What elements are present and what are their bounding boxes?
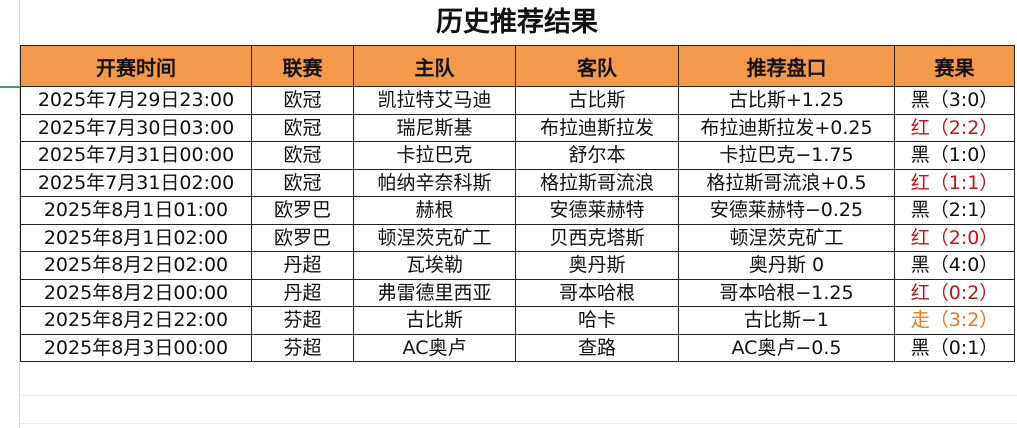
cell-time[interactable]: 2025年8月1日02:00 bbox=[20, 223, 252, 252]
cell-pick[interactable]: 安德莱赫特−0.25 bbox=[678, 196, 895, 225]
cell-time[interactable]: 2025年8月3日00:00 bbox=[20, 333, 252, 362]
cell-time[interactable]: 2025年8月2日00:00 bbox=[20, 278, 252, 307]
table-row: 2025年8月1日01:00 欧罗巴 赫根 安德莱赫特 安德莱赫特−0.25 黑（2:1） bbox=[20, 196, 1015, 225]
cell-away[interactable]: 古比斯 bbox=[515, 86, 679, 115]
cell-result[interactable]: 黑（3:0） bbox=[894, 86, 1015, 115]
table-header-row: 开赛时间 联赛 主队 客队 推荐盘口 赛果 bbox=[20, 45, 1015, 87]
cell-time[interactable]: 2025年7月29日23:00 bbox=[20, 86, 252, 115]
cell-league[interactable]: 丹超 bbox=[251, 251, 354, 280]
cell-home[interactable]: 卡拉巴克 bbox=[353, 141, 516, 170]
cell-home[interactable]: 帕纳辛奈科斯 bbox=[353, 168, 516, 197]
table-row: 2025年7月29日23:00 欧冠 凯拉特艾马迪 古比斯 古比斯+1.25 黑（3:0） bbox=[20, 86, 1015, 115]
cell-time[interactable]: 2025年7月31日02:00 bbox=[20, 168, 252, 197]
cell-result[interactable]: 红（1:1） bbox=[894, 168, 1015, 197]
cell-away[interactable]: 安德莱赫特 bbox=[515, 196, 679, 225]
cell-pick[interactable]: 卡拉巴克−1.75 bbox=[678, 141, 895, 170]
results-table: 开赛时间 联赛 主队 客队 推荐盘口 赛果 2025年7月29日23:00 欧冠 凯拉特艾马迪… bbox=[20, 45, 1015, 362]
col-header-time[interactable]: 开赛时间 bbox=[20, 45, 252, 87]
cell-away[interactable]: 查路 bbox=[515, 333, 679, 362]
cell-away[interactable]: 奥丹斯 bbox=[515, 251, 679, 280]
cell-home[interactable]: 赫根 bbox=[353, 196, 516, 225]
cell-result[interactable]: 黑（1:0） bbox=[894, 141, 1015, 170]
cell-time[interactable]: 2025年7月31日00:00 bbox=[20, 141, 252, 170]
col-header-away[interactable]: 客队 bbox=[515, 45, 679, 87]
cell-home[interactable]: 弗雷德里西亚 bbox=[353, 278, 516, 307]
table-row: 2025年8月1日02:00 欧罗巴 顿涅茨克矿工 贝西克塔斯 顿涅茨克矿工 红（2:0） bbox=[20, 223, 1015, 252]
cell-away[interactable]: 格拉斯哥流浪 bbox=[515, 168, 679, 197]
cell-home[interactable]: AC奥卢 bbox=[353, 333, 516, 362]
col-header-home[interactable]: 主队 bbox=[353, 45, 516, 87]
cell-league[interactable]: 芬超 bbox=[251, 333, 354, 362]
cell-home[interactable]: 顿涅茨克矿工 bbox=[353, 223, 516, 252]
cell-result[interactable]: 黑（2:1） bbox=[894, 196, 1015, 225]
col-header-league[interactable]: 联赛 bbox=[251, 45, 354, 87]
cell-pick[interactable]: AC奥卢−0.5 bbox=[678, 333, 895, 362]
cell-away[interactable]: 布拉迪斯拉发 bbox=[515, 113, 679, 142]
table-row: 2025年8月2日00:00 丹超 弗雷德里西亚 哥本哈根 哥本哈根−1.25 红（0:2… bbox=[20, 278, 1015, 307]
cell-league[interactable]: 丹超 bbox=[251, 278, 354, 307]
cell-result[interactable]: 黑（0:1） bbox=[894, 333, 1015, 362]
col-header-result[interactable]: 赛果 bbox=[894, 45, 1015, 87]
cell-result[interactable]: 红（0:2） bbox=[894, 278, 1015, 307]
cell-home[interactable]: 瓦埃勒 bbox=[353, 251, 516, 280]
cell-pick[interactable]: 顿涅茨克矿工 bbox=[678, 223, 895, 252]
cell-league[interactable]: 欧罗巴 bbox=[251, 196, 354, 225]
selected-row-indicator bbox=[0, 86, 20, 88]
cell-league[interactable]: 芬超 bbox=[251, 306, 354, 335]
col-header-pick[interactable]: 推荐盘口 bbox=[678, 45, 895, 87]
cell-time[interactable]: 2025年8月2日22:00 bbox=[20, 306, 252, 335]
cell-home[interactable]: 凯拉特艾马迪 bbox=[353, 86, 516, 115]
cell-league[interactable]: 欧冠 bbox=[251, 168, 354, 197]
cell-league[interactable]: 欧冠 bbox=[251, 141, 354, 170]
table-row: 2025年8月2日02:00 丹超 瓦埃勒 奥丹斯 奥丹斯 0 黑（4:0） bbox=[20, 251, 1015, 280]
cell-time[interactable]: 2025年8月1日01:00 bbox=[20, 196, 252, 225]
cell-pick[interactable]: 奥丹斯 0 bbox=[678, 251, 895, 280]
table-row: 2025年8月3日00:00 芬超 AC奥卢 查路 AC奥卢−0.5 黑（0:1） bbox=[20, 333, 1015, 362]
cell-result[interactable]: 红（2:0） bbox=[894, 223, 1015, 252]
cell-league[interactable]: 欧冠 bbox=[251, 86, 354, 115]
cell-home[interactable]: 瑞尼斯基 bbox=[353, 113, 516, 142]
cell-league[interactable]: 欧罗巴 bbox=[251, 223, 354, 252]
cell-pick[interactable]: 古比斯+1.25 bbox=[678, 86, 895, 115]
cell-league[interactable]: 欧冠 bbox=[251, 113, 354, 142]
cell-time[interactable]: 2025年7月30日03:00 bbox=[20, 113, 252, 142]
cell-pick[interactable]: 哥本哈根−1.25 bbox=[678, 278, 895, 307]
cell-pick[interactable]: 布拉迪斯拉发+0.25 bbox=[678, 113, 895, 142]
page-title: 历史推荐结果 bbox=[436, 7, 598, 38]
cell-time[interactable]: 2025年8月2日02:00 bbox=[20, 251, 252, 280]
cell-result[interactable]: 走（3:2） bbox=[894, 306, 1015, 335]
row-header-gutter bbox=[19, 0, 20, 428]
cell-home[interactable]: 古比斯 bbox=[353, 306, 516, 335]
grid-line bbox=[20, 423, 1017, 424]
cell-pick[interactable]: 格拉斯哥流浪+0.5 bbox=[678, 168, 895, 197]
cell-away[interactable]: 哥本哈根 bbox=[515, 278, 679, 307]
table-row: 2025年7月31日02:00 欧冠 帕纳辛奈科斯 格拉斯哥流浪 格拉斯哥流浪+0.5 红… bbox=[20, 168, 1015, 197]
cell-pick[interactable]: 古比斯−1 bbox=[678, 306, 895, 335]
cell-result[interactable]: 红（2:2） bbox=[894, 113, 1015, 142]
cell-result[interactable]: 黑（4:0） bbox=[894, 251, 1015, 280]
cell-away[interactable]: 哈卡 bbox=[515, 306, 679, 335]
cell-away[interactable]: 舒尔本 bbox=[515, 141, 679, 170]
table-row: 2025年8月2日22:00 芬超 古比斯 哈卡 古比斯−1 走（3:2） bbox=[20, 306, 1015, 335]
cell-away[interactable]: 贝西克塔斯 bbox=[515, 223, 679, 252]
grid-line bbox=[20, 395, 1017, 396]
table-row: 2025年7月30日03:00 欧冠 瑞尼斯基 布拉迪斯拉发 布拉迪斯拉发+0.25 红（… bbox=[20, 113, 1015, 142]
table-row: 2025年7月31日00:00 欧冠 卡拉巴克 舒尔本 卡拉巴克−1.75 黑（1:0） bbox=[20, 141, 1015, 170]
